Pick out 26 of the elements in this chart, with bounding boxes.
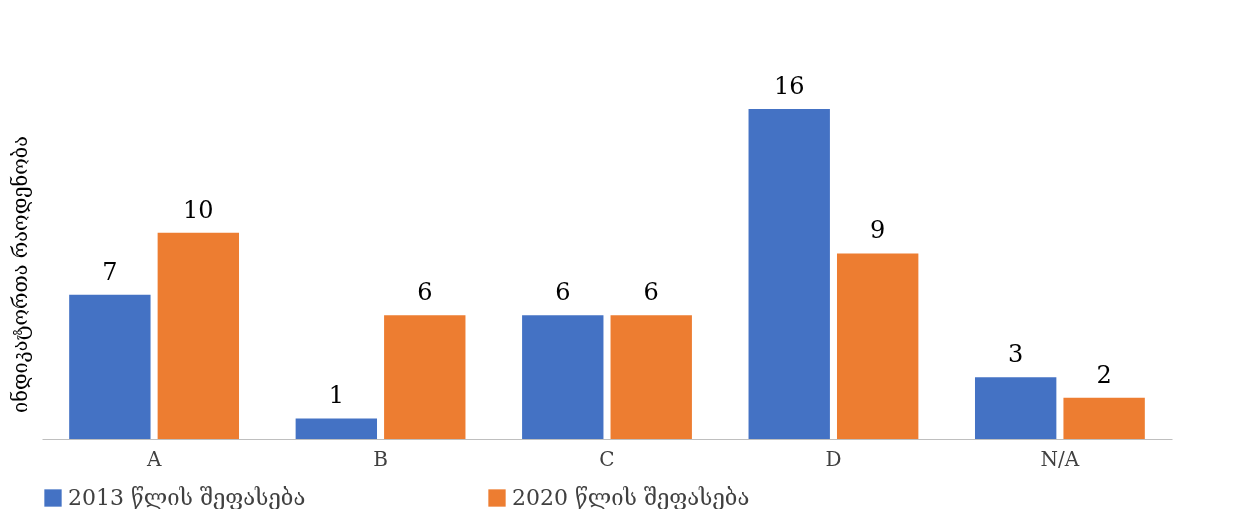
x-tick-label: A bbox=[145, 446, 162, 471]
data-label: 3 bbox=[1008, 340, 1024, 369]
data-label: 1 bbox=[328, 381, 344, 410]
bar bbox=[836, 253, 919, 439]
data-label: 2 bbox=[1096, 360, 1112, 389]
bar bbox=[748, 109, 830, 439]
x-tick-label: D bbox=[825, 446, 842, 471]
bar bbox=[295, 418, 378, 439]
y-axis-title: ინდიკატორთა რაოდენობა bbox=[7, 136, 32, 413]
bar bbox=[157, 232, 240, 439]
data-label: 6 bbox=[555, 278, 571, 307]
data-label: 16 bbox=[773, 72, 805, 100]
x-tick-label: B bbox=[373, 446, 388, 471]
data-label: 10 bbox=[183, 195, 214, 224]
bar bbox=[1063, 397, 1145, 439]
data-label: 6 bbox=[417, 278, 433, 307]
bar bbox=[69, 294, 151, 439]
bar bbox=[384, 315, 466, 439]
bar bbox=[974, 377, 1057, 439]
bar bbox=[610, 315, 692, 439]
x-tick-label: N/A bbox=[1040, 446, 1080, 471]
bar bbox=[522, 315, 604, 439]
x-tick-label: C bbox=[599, 446, 615, 471]
data-label: 7 bbox=[102, 257, 118, 286]
data-label: 6 bbox=[643, 278, 659, 307]
data-label: 9 bbox=[870, 216, 886, 245]
